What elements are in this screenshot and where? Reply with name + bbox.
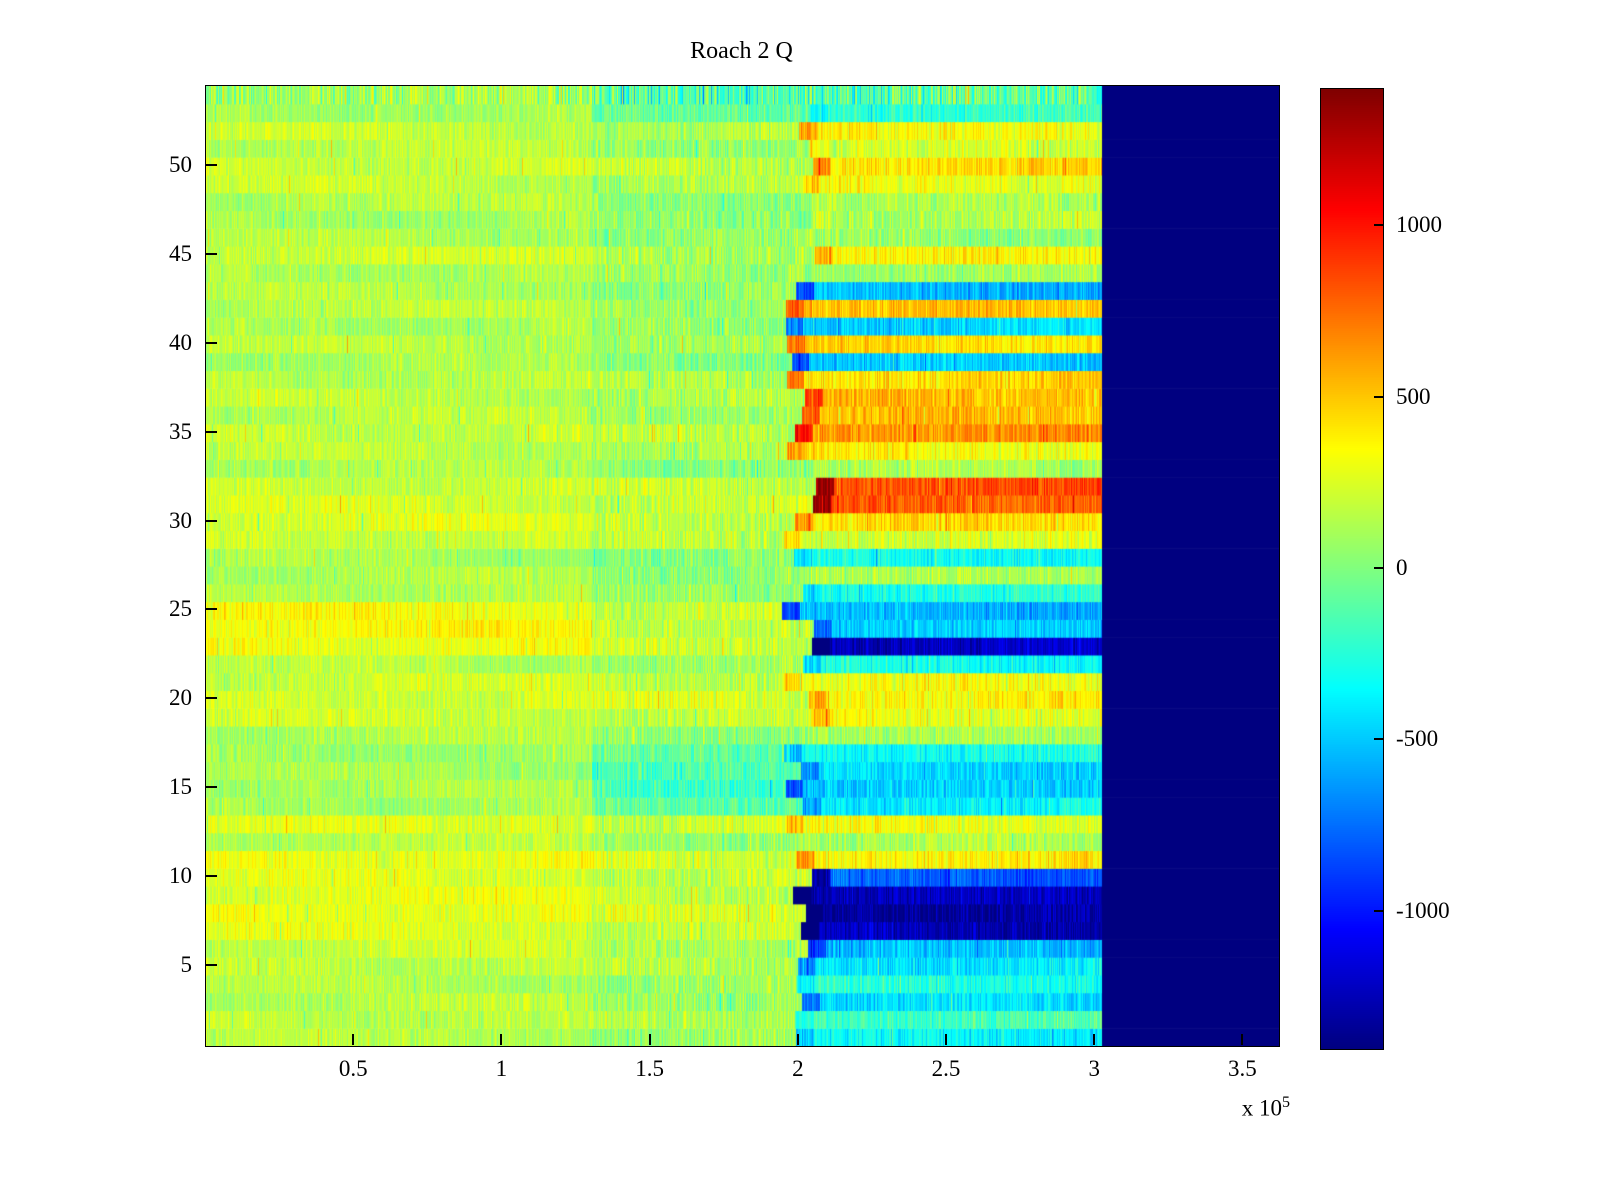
x-tick-label: 3 <box>1088 1056 1100 1081</box>
y-tick-mark <box>206 341 217 344</box>
x-tick-label: 2 <box>792 1056 804 1081</box>
colorbar-tick-mark <box>1374 567 1383 569</box>
x-axis-exponent-label: x 105 <box>1150 1094 1290 1122</box>
y-tick-mark <box>206 164 217 166</box>
y-tick-mark <box>206 964 217 966</box>
y-tick-label: 45 <box>169 240 192 266</box>
y-tick-mark <box>206 252 217 255</box>
colorbar-tick-label: 0 <box>1396 555 1408 580</box>
colorbar <box>1320 88 1384 1050</box>
colorbar-tick-mark <box>1374 395 1383 398</box>
y-tick-label: 25 <box>169 596 192 622</box>
x-exponent-power: 5 <box>1282 1094 1290 1111</box>
y-tick-mark <box>206 430 217 433</box>
y-tick-label: 30 <box>169 507 192 533</box>
x-tick-mark <box>500 1034 503 1045</box>
x-tick-mark <box>945 1034 948 1045</box>
x-tick-mark <box>352 1034 355 1045</box>
colorbar-tick-mark <box>1374 738 1383 741</box>
colorbar-tick-mark <box>1374 224 1383 227</box>
x-tick-mark <box>1093 1034 1096 1045</box>
colorbar-tick-mark <box>1374 909 1383 912</box>
y-tick-label: 35 <box>169 418 192 444</box>
x-tick-label: 1.5 <box>635 1056 664 1081</box>
y-tick-label: 10 <box>169 863 192 889</box>
y-tick-label: 40 <box>169 329 192 355</box>
x-tick-label: 0.5 <box>338 1056 368 1081</box>
y-tick-label: 15 <box>169 774 192 800</box>
y-tick-mark <box>206 875 217 878</box>
y-tick-mark <box>206 519 217 522</box>
colorbar-canvas <box>1321 89 1383 1049</box>
x-tick-mark <box>648 1034 651 1045</box>
colorbar-tick-label: 1000 <box>1396 212 1442 238</box>
y-tick-label: 5 <box>180 952 193 977</box>
colorbar-tick-label: -1000 <box>1396 897 1450 923</box>
y-tick-mark <box>206 697 217 700</box>
colorbar-tick-label: -500 <box>1396 726 1439 752</box>
y-tick-label: 50 <box>169 152 192 177</box>
x-tick-mark <box>1241 1034 1244 1045</box>
colorbar-tick-label: 500 <box>1396 383 1431 409</box>
chart-title: Roach 2 Q <box>690 38 793 64</box>
y-tick-mark <box>206 786 217 789</box>
y-tick-mark <box>206 608 217 611</box>
x-tick-label: 2.5 <box>931 1056 961 1081</box>
y-tick-label: 20 <box>169 685 192 711</box>
heatmap-plot <box>205 85 1280 1047</box>
x-tick-label: 3.5 <box>1228 1056 1257 1081</box>
x-tick-label: 1 <box>495 1056 508 1081</box>
x-exponent-base: x 10 <box>1241 1095 1282 1121</box>
x-tick-mark <box>796 1034 799 1045</box>
heatmap-canvas <box>206 86 1279 1046</box>
